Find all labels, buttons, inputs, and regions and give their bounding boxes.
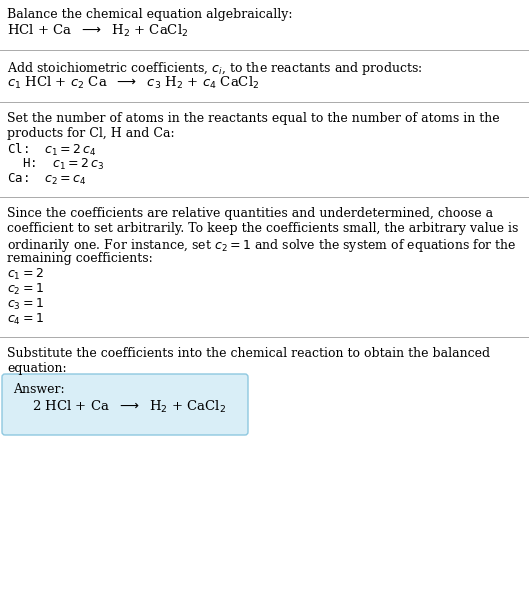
Text: Since the coefficients are relative quantities and underdetermined, choose a: Since the coefficients are relative quan… bbox=[7, 207, 493, 220]
Text: Cl:  $c_1 = 2\,c_4$: Cl: $c_1 = 2\,c_4$ bbox=[7, 142, 97, 158]
Text: Ca:  $c_2 = c_4$: Ca: $c_2 = c_4$ bbox=[7, 172, 87, 187]
Text: coefficient to set arbitrarily. To keep the coefficients small, the arbitrary va: coefficient to set arbitrarily. To keep … bbox=[7, 222, 518, 235]
Text: $c_3 = 1$: $c_3 = 1$ bbox=[7, 297, 44, 312]
Text: Add stoichiometric coefficients, $c_i$, to the reactants and products:: Add stoichiometric coefficients, $c_i$, … bbox=[7, 60, 423, 77]
Text: H:  $c_1 = 2\,c_3$: H: $c_1 = 2\,c_3$ bbox=[7, 157, 104, 172]
Text: 2 HCl + Ca  $\longrightarrow$  H$_2$ + CaCl$_2$: 2 HCl + Ca $\longrightarrow$ H$_2$ + CaC… bbox=[32, 399, 226, 415]
FancyBboxPatch shape bbox=[2, 374, 248, 435]
Text: equation:: equation: bbox=[7, 362, 67, 375]
Text: $c_1$ HCl + $c_2$ Ca  $\longrightarrow$  $c_3$ H$_2$ + $c_4$ CaCl$_2$: $c_1$ HCl + $c_2$ Ca $\longrightarrow$ $… bbox=[7, 75, 259, 91]
Text: Set the number of atoms in the reactants equal to the number of atoms in the: Set the number of atoms in the reactants… bbox=[7, 112, 499, 125]
Text: $c_2 = 1$: $c_2 = 1$ bbox=[7, 282, 44, 297]
Text: Balance the chemical equation algebraically:: Balance the chemical equation algebraica… bbox=[7, 8, 293, 21]
Text: $c_1 = 2$: $c_1 = 2$ bbox=[7, 267, 44, 282]
Text: $c_4 = 1$: $c_4 = 1$ bbox=[7, 312, 44, 327]
Text: products for Cl, H and Ca:: products for Cl, H and Ca: bbox=[7, 127, 175, 140]
Text: HCl + Ca  $\longrightarrow$  H$_2$ + CaCl$_2$: HCl + Ca $\longrightarrow$ H$_2$ + CaCl$… bbox=[7, 23, 188, 39]
Text: remaining coefficients:: remaining coefficients: bbox=[7, 252, 153, 265]
Text: ordinarily one. For instance, set $c_2 = 1$ and solve the system of equations fo: ordinarily one. For instance, set $c_2 =… bbox=[7, 237, 517, 254]
Text: Substitute the coefficients into the chemical reaction to obtain the balanced: Substitute the coefficients into the che… bbox=[7, 347, 490, 360]
Text: Answer:: Answer: bbox=[13, 383, 65, 396]
